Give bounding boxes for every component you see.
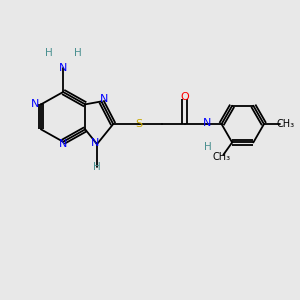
Text: N: N [202,118,211,128]
Text: H: H [204,142,212,152]
Text: N: N [59,139,67,149]
Text: N: N [59,63,67,73]
Text: N: N [31,99,39,110]
Text: H: H [93,162,101,172]
Text: CH₃: CH₃ [276,119,295,129]
Text: N: N [100,94,108,104]
Text: H: H [44,48,52,58]
Text: H: H [74,48,82,58]
Text: CH₃: CH₃ [213,152,231,162]
Text: O: O [180,92,189,102]
Text: S: S [135,119,142,129]
Text: N: N [91,138,100,148]
